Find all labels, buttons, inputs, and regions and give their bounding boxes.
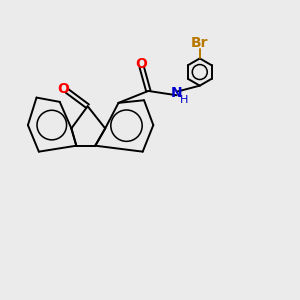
Text: H: H <box>179 94 188 105</box>
Text: O: O <box>58 82 70 96</box>
Text: N: N <box>171 85 182 100</box>
Text: Br: Br <box>191 37 208 50</box>
Text: O: O <box>135 57 147 71</box>
